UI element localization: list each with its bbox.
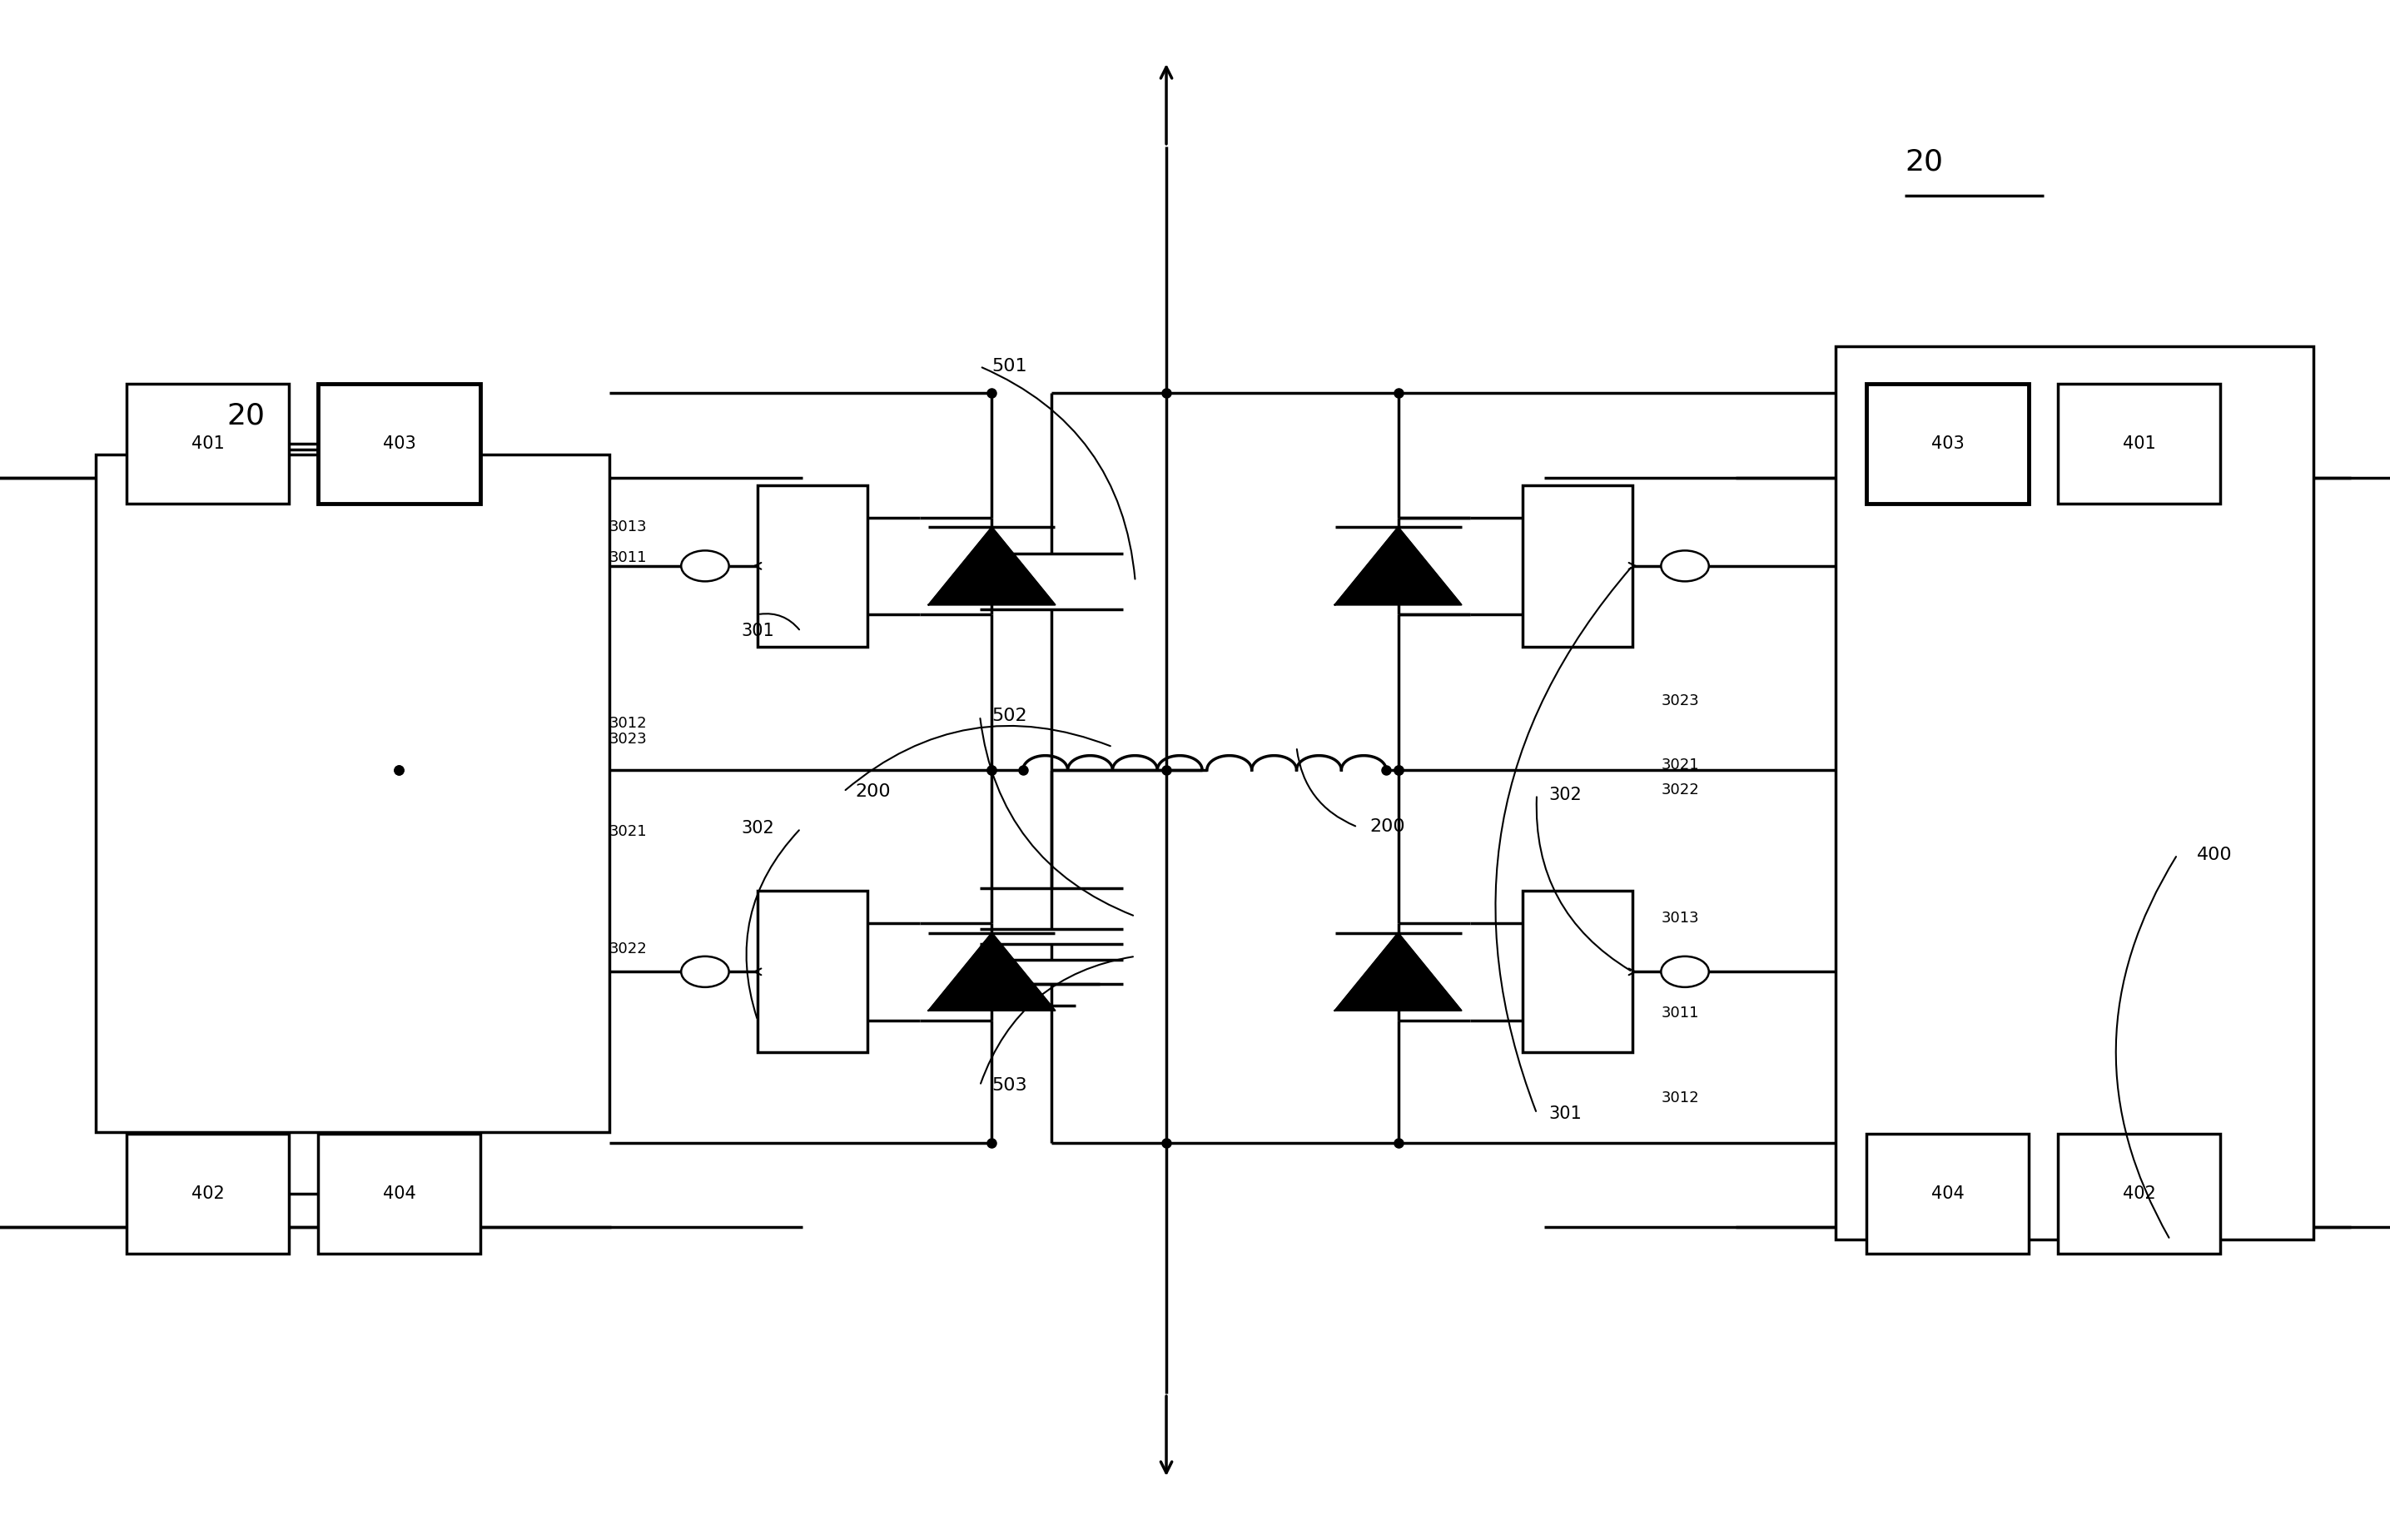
Text: 3023: 3023 xyxy=(1661,693,1699,708)
Text: 402: 402 xyxy=(2122,1186,2156,1201)
Bar xyxy=(2058,1133,2220,1254)
Polygon shape xyxy=(1336,527,1460,605)
Bar xyxy=(318,1133,480,1254)
Bar xyxy=(1522,890,1632,1053)
Polygon shape xyxy=(930,527,1054,605)
Bar xyxy=(2058,383,2220,504)
Bar xyxy=(1522,485,1632,647)
Text: 501: 501 xyxy=(992,359,1028,374)
Text: 200: 200 xyxy=(1369,819,1405,835)
Polygon shape xyxy=(1336,933,1460,1010)
Text: 200: 200 xyxy=(856,784,891,799)
Text: 301: 301 xyxy=(1549,1106,1582,1121)
Text: 401: 401 xyxy=(2122,436,2156,451)
Text: 400: 400 xyxy=(2196,847,2232,862)
Text: 404: 404 xyxy=(1931,1186,1965,1201)
Circle shape xyxy=(1661,550,1709,581)
Bar xyxy=(127,383,289,504)
Text: 503: 503 xyxy=(992,1078,1028,1093)
Text: 502: 502 xyxy=(992,708,1028,724)
Text: 302: 302 xyxy=(1549,787,1582,802)
Bar xyxy=(127,1133,289,1254)
Circle shape xyxy=(1661,956,1709,987)
Text: 3022: 3022 xyxy=(1661,782,1699,798)
Bar xyxy=(1867,1133,2029,1254)
Bar xyxy=(758,890,868,1053)
Circle shape xyxy=(681,956,729,987)
Text: 20: 20 xyxy=(227,402,265,430)
Text: 3012: 3012 xyxy=(609,716,648,732)
Polygon shape xyxy=(930,933,1054,1010)
Text: 302: 302 xyxy=(741,821,774,836)
Text: 3012: 3012 xyxy=(1661,1090,1699,1106)
Text: 3023: 3023 xyxy=(609,732,648,747)
Text: 3011: 3011 xyxy=(1661,1006,1699,1021)
Text: 3011: 3011 xyxy=(609,550,648,565)
Bar xyxy=(96,454,609,1132)
Text: 3021: 3021 xyxy=(1661,758,1699,773)
Text: 3013: 3013 xyxy=(1661,910,1699,926)
Text: 3013: 3013 xyxy=(609,519,648,534)
Text: 401: 401 xyxy=(191,436,225,451)
Bar xyxy=(1836,346,2314,1240)
Text: 403: 403 xyxy=(382,436,416,451)
Text: 3021: 3021 xyxy=(609,824,648,839)
Bar xyxy=(1867,383,2029,504)
Circle shape xyxy=(681,550,729,581)
Text: 20: 20 xyxy=(1905,148,1943,176)
Bar xyxy=(758,485,868,647)
Text: 402: 402 xyxy=(191,1186,225,1201)
Text: 403: 403 xyxy=(1931,436,1965,451)
Bar xyxy=(318,383,480,504)
Text: 404: 404 xyxy=(382,1186,416,1201)
Text: 301: 301 xyxy=(741,624,774,639)
Text: 3022: 3022 xyxy=(609,941,648,956)
